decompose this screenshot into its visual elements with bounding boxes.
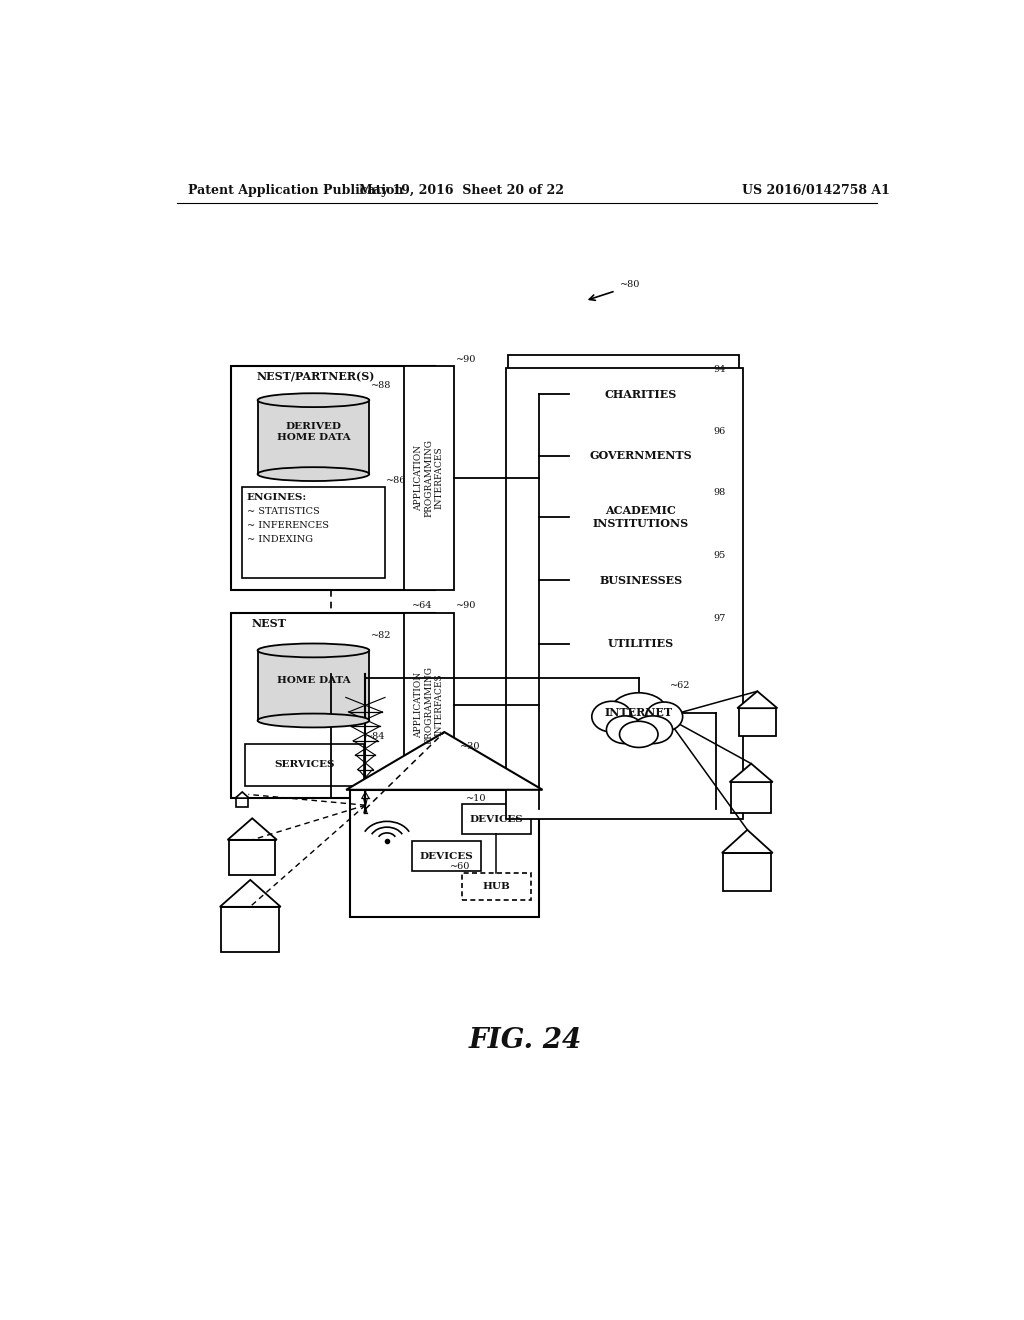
FancyBboxPatch shape [350,789,539,917]
Text: 95: 95 [714,552,726,561]
Text: DERIVED
HOME DATA: DERIVED HOME DATA [276,422,350,442]
FancyBboxPatch shape [569,499,712,536]
Text: ~60: ~60 [451,862,470,871]
Ellipse shape [646,702,683,731]
Text: ~ STATISTICS: ~ STATISTICS [247,507,319,516]
FancyBboxPatch shape [237,799,249,807]
Text: FIG. 24: FIG. 24 [468,1027,582,1053]
Ellipse shape [633,715,673,743]
Text: BUSINESSES: BUSINESSES [599,576,682,586]
FancyBboxPatch shape [569,562,712,599]
Text: May 19, 2016  Sheet 20 of 22: May 19, 2016 Sheet 20 of 22 [359,185,564,197]
FancyBboxPatch shape [230,367,435,590]
Ellipse shape [620,721,658,747]
Text: US 2016/0142758 A1: US 2016/0142758 A1 [742,185,890,197]
FancyBboxPatch shape [462,873,531,900]
Text: ~90: ~90 [456,602,476,610]
FancyBboxPatch shape [506,368,742,818]
Text: ~64: ~64 [412,602,432,610]
Text: SERVICES: SERVICES [274,760,335,770]
Text: Patent Application Publication: Patent Application Publication [188,185,403,197]
Polygon shape [730,763,773,781]
Text: NEST: NEST [252,618,287,630]
Text: ENGINES:: ENGINES: [247,492,307,502]
Text: APPLICATION
PROGRAMMING
INTERFACES: APPLICATION PROGRAMMING INTERFACES [414,667,443,744]
Text: UTILITIES: UTILITIES [607,638,674,649]
Text: NEST/PARTNER(S): NEST/PARTNER(S) [256,372,375,383]
Text: 98: 98 [714,488,726,498]
Ellipse shape [258,393,370,407]
Text: ~ INDEXING: ~ INDEXING [247,535,312,544]
Polygon shape [346,733,543,789]
FancyBboxPatch shape [724,853,771,891]
Text: ~80: ~80 [621,280,641,289]
FancyBboxPatch shape [403,612,454,797]
Text: HOME DATA: HOME DATA [276,676,350,685]
FancyBboxPatch shape [258,400,370,474]
Text: ~84: ~84 [366,733,386,742]
Text: ~82: ~82 [371,631,391,640]
Text: 97: 97 [714,615,726,623]
FancyBboxPatch shape [258,651,370,721]
Text: CHARITIES: CHARITIES [604,388,677,400]
FancyBboxPatch shape [412,841,481,871]
Text: ~88: ~88 [371,381,391,391]
FancyBboxPatch shape [462,804,531,834]
FancyBboxPatch shape [403,367,454,590]
Text: ~ INFERENCES: ~ INFERENCES [247,521,329,531]
Ellipse shape [610,693,668,733]
Ellipse shape [258,467,370,480]
FancyBboxPatch shape [508,355,739,809]
Text: GOVERNMENTS: GOVERNMENTS [590,450,692,461]
Text: INTERNET: INTERNET [605,708,673,718]
Text: ~86: ~86 [386,477,407,484]
Text: APPLICATION
PROGRAMMING
INTERFACES: APPLICATION PROGRAMMING INTERFACES [414,440,443,517]
Text: HUB: HUB [482,882,510,891]
Ellipse shape [606,715,643,743]
FancyBboxPatch shape [739,708,776,737]
FancyBboxPatch shape [243,487,385,578]
FancyBboxPatch shape [245,743,364,785]
Ellipse shape [592,701,632,733]
FancyBboxPatch shape [569,376,712,412]
Ellipse shape [258,714,370,727]
Polygon shape [227,818,276,840]
Text: DEVICES: DEVICES [469,814,523,824]
Polygon shape [722,830,773,853]
Text: 94: 94 [714,366,726,374]
Text: ACADEMIC
INSTITUTIONS: ACADEMIC INSTITUTIONS [593,506,689,529]
Polygon shape [220,880,281,907]
Text: ~10: ~10 [466,793,486,803]
FancyBboxPatch shape [230,612,435,797]
FancyBboxPatch shape [221,907,280,952]
Text: ~62: ~62 [670,681,690,689]
Text: DEVICES: DEVICES [420,851,473,861]
Polygon shape [737,692,777,708]
Text: ~30: ~30 [460,742,480,751]
FancyBboxPatch shape [569,437,712,474]
Text: 96: 96 [714,426,726,436]
FancyBboxPatch shape [731,781,771,813]
FancyBboxPatch shape [229,840,275,875]
Ellipse shape [258,644,370,657]
Text: ~90: ~90 [456,355,476,364]
FancyBboxPatch shape [569,626,712,663]
Polygon shape [236,792,249,799]
